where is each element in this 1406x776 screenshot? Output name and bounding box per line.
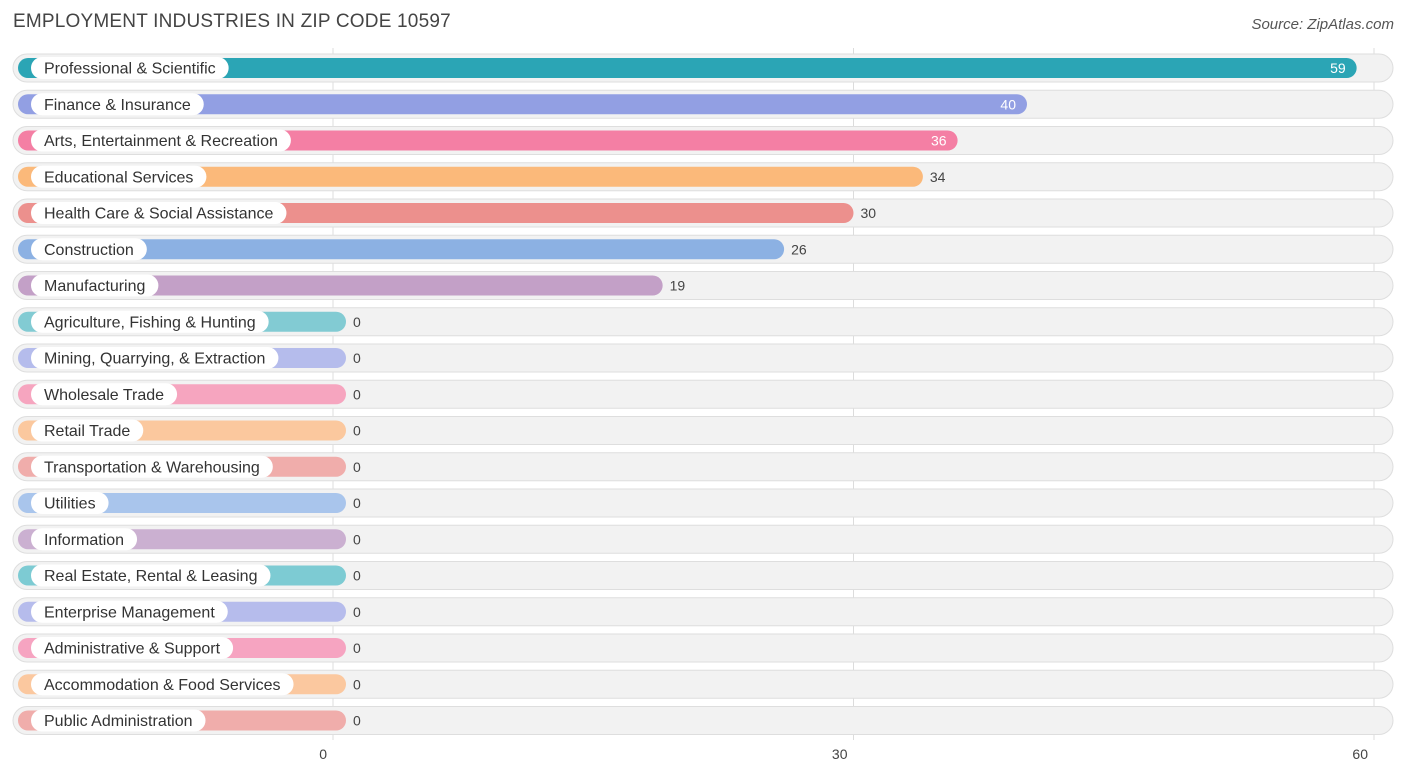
category-label: Mining, Quarrying, & Extraction xyxy=(44,351,265,368)
category-label: Manufacturing xyxy=(44,278,145,295)
x-tick-label: 30 xyxy=(832,746,848,762)
bar-track xyxy=(12,524,1394,554)
category-label-pill xyxy=(31,419,144,442)
value-label: 0 xyxy=(353,713,361,729)
chart-source: Source: ZipAtlas.com xyxy=(1251,16,1394,33)
bar xyxy=(18,58,1357,78)
bar-track xyxy=(12,633,1394,663)
category-label: Accommodation & Food Services xyxy=(44,677,281,694)
category-label-pill xyxy=(31,93,204,116)
value-label: 0 xyxy=(353,459,361,475)
bar xyxy=(18,275,663,296)
bar-track xyxy=(12,706,1394,735)
category-label-pill xyxy=(31,383,178,406)
category-label: Arts, Entertainment & Recreation xyxy=(44,133,278,150)
category-label-pill xyxy=(31,600,228,623)
category-label: Utilities xyxy=(44,496,96,513)
bar-track xyxy=(12,307,1394,337)
category-label-pill xyxy=(31,492,109,514)
value-label: 0 xyxy=(353,495,361,511)
chart-title: EMPLOYMENT INDUSTRIES IN ZIP CODE 10597 xyxy=(13,11,451,32)
category-label: Transportation & Warehousing xyxy=(44,459,260,476)
category-label: Real Estate, Rental & Leasing xyxy=(44,568,257,585)
category-label-pill xyxy=(31,202,287,224)
value-label: 0 xyxy=(353,350,361,366)
category-label-pill xyxy=(31,238,147,261)
value-label: 59 xyxy=(1330,60,1346,76)
value-label: 30 xyxy=(861,205,877,221)
category-label: Educational Services xyxy=(44,169,193,186)
category-label-pill xyxy=(31,310,269,333)
x-tick-label: 0 xyxy=(319,746,327,762)
x-tick-label: 60 xyxy=(1352,746,1368,762)
category-label: Wholesale Trade xyxy=(44,387,164,404)
bar-track xyxy=(12,488,1394,518)
category-label: Public Administration xyxy=(44,713,193,730)
category-label-pill xyxy=(31,709,206,732)
category-label-pill xyxy=(31,455,273,478)
category-label: Information xyxy=(44,532,124,549)
category-label-pill xyxy=(31,129,291,152)
category-label-pill xyxy=(31,57,229,79)
bar-track xyxy=(12,379,1394,409)
value-label: 0 xyxy=(353,531,361,547)
category-label-pill xyxy=(31,165,207,188)
category-label-pill xyxy=(31,637,234,659)
category-label-pill xyxy=(31,673,294,696)
value-label: 26 xyxy=(791,241,807,257)
bar-track xyxy=(12,597,1394,627)
value-label: 0 xyxy=(353,568,361,584)
category-label: Retail Trade xyxy=(44,423,130,440)
bar-track xyxy=(12,669,1394,699)
bar xyxy=(18,166,923,187)
bar-track xyxy=(12,561,1394,590)
category-label-pill xyxy=(31,274,159,297)
value-label: 34 xyxy=(930,169,946,185)
value-label: 19 xyxy=(670,278,686,294)
category-label: Administrative & Support xyxy=(44,641,221,658)
value-label: 0 xyxy=(353,676,361,692)
value-label: 0 xyxy=(353,314,361,330)
category-label: Professional & Scientific xyxy=(44,61,216,78)
bar xyxy=(18,239,785,260)
value-label: 40 xyxy=(1000,96,1016,112)
value-label: 0 xyxy=(353,640,361,656)
category-label-pill xyxy=(31,528,138,551)
category-label-pill xyxy=(31,564,271,587)
category-label: Health Care & Social Assistance xyxy=(44,206,274,223)
value-label: 36 xyxy=(931,133,947,149)
value-label: 0 xyxy=(353,423,361,439)
bar-track xyxy=(12,452,1394,482)
category-label: Construction xyxy=(44,242,134,259)
bar xyxy=(18,94,1027,115)
value-label: 0 xyxy=(353,386,361,402)
category-label-pill xyxy=(31,347,279,369)
category-label: Agriculture, Fishing & Hunting xyxy=(44,314,256,331)
category-label: Finance & Insurance xyxy=(44,97,191,114)
category-label: Enterprise Management xyxy=(44,604,215,621)
bar-track xyxy=(12,343,1394,373)
value-label: 0 xyxy=(353,604,361,620)
bar-track xyxy=(12,416,1394,445)
